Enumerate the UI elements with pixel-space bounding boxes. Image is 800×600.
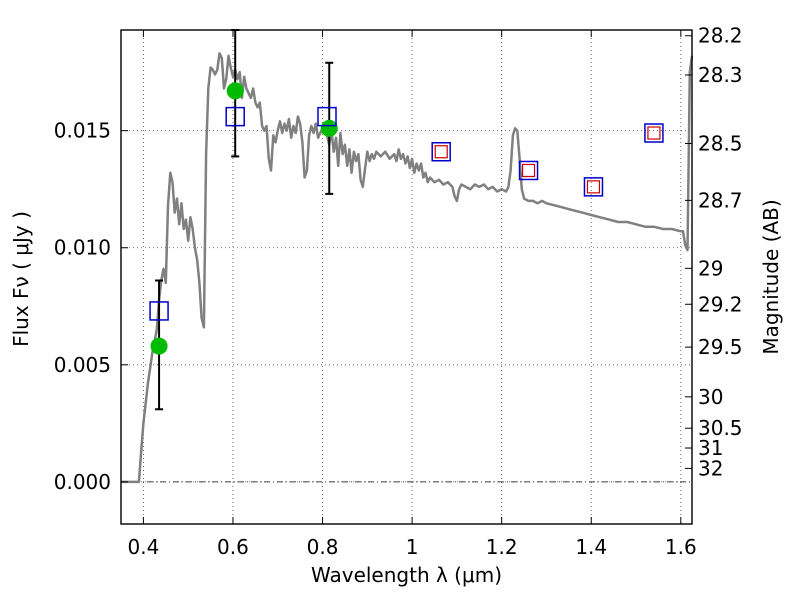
- x-tick-label: 1: [406, 535, 419, 559]
- x-tick-label: 0.6: [217, 535, 249, 559]
- model-inner-marker: [586, 180, 601, 194]
- magnitude-tick-label: 28.3: [698, 63, 743, 87]
- magnitude-tick-label: 28.2: [698, 24, 743, 48]
- model-square-marker: [149, 301, 169, 321]
- model-square-marker: [225, 106, 245, 127]
- model-square-marker: [644, 123, 664, 143]
- x-tick-label: 0.4: [127, 535, 159, 559]
- x-tick-label: 0.8: [307, 535, 339, 559]
- model-photometry-markers: [149, 106, 664, 321]
- y-tick-label: 0.010: [54, 236, 111, 260]
- x-tick-label: 1.4: [575, 535, 607, 559]
- plot-frame: [120, 29, 693, 525]
- magnitude-tick-label: 30: [698, 385, 723, 409]
- magnitude-tick-label: 30.5: [698, 416, 743, 440]
- observed-point: [226, 82, 244, 100]
- observed-points: [150, 82, 338, 355]
- x-tick-label: 1.6: [665, 535, 697, 559]
- model-inner-marker: [521, 163, 536, 178]
- model-square-marker: [518, 160, 539, 181]
- model-square-marker: [431, 141, 451, 162]
- observed-point: [320, 119, 338, 137]
- model-square-marker: [317, 106, 337, 127]
- model-inner-marker: [434, 145, 448, 159]
- y-tick-label: 0.005: [54, 353, 111, 377]
- y-axis-ticks: 0.000 0.005 0.010 0.015: [54, 119, 128, 494]
- magnitude-tick-label: 32: [698, 456, 723, 480]
- magnitude-tick-label: 29.2: [698, 292, 743, 316]
- magnitude-tick-label: 28.5: [698, 131, 743, 155]
- magnitude-tick-label: 28.7: [698, 188, 743, 212]
- y-axis-label: Flux Fν ( μJy ): [9, 211, 33, 347]
- observed-point: [150, 337, 168, 355]
- magnitude-tick-label: 29.5: [698, 335, 743, 359]
- model-spectrum-line: [121, 52, 694, 484]
- y-tick-label: 0.015: [54, 119, 111, 143]
- magnitude-tick-label: 31: [698, 436, 723, 460]
- x-axis-ticks: 0.4 0.6 0.8 1 1.2 1.4 1.6: [127, 30, 697, 559]
- model-inner-marker: [647, 126, 661, 140]
- magnitude-axis-label: Magnitude (AB): [759, 199, 783, 354]
- x-tick-label: 1.2: [486, 535, 518, 559]
- magnitude-tick-label: 29: [698, 256, 723, 280]
- x-axis-label: Wavelength λ (μm): [311, 563, 502, 587]
- y-tick-label: 0.000: [54, 470, 111, 494]
- model-square-marker: [583, 177, 604, 197]
